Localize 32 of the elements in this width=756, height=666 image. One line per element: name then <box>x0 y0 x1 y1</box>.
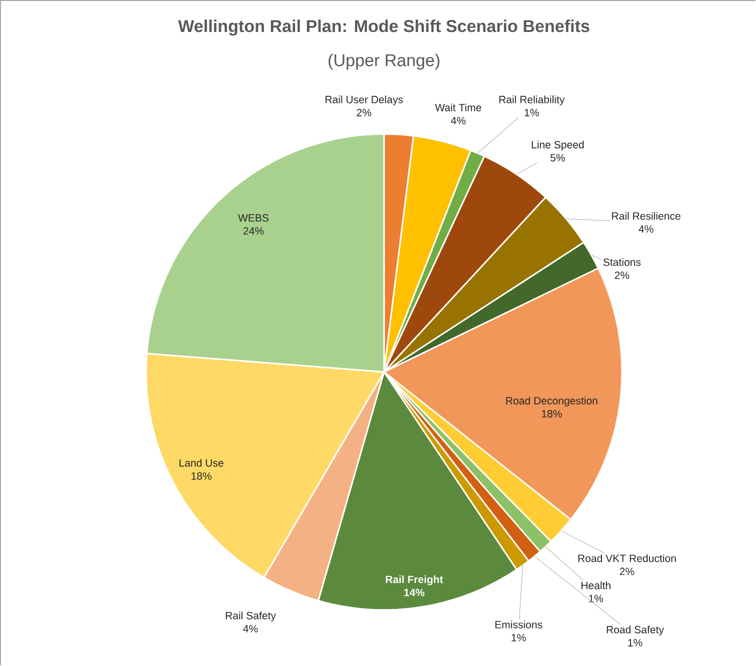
chart-subtitle: (Upper Range) <box>328 54 440 70</box>
slice-label: Stations <box>603 258 641 266</box>
slice-label: Rail User Delays <box>326 96 403 106</box>
data-label: 2% <box>614 272 630 280</box>
slice-label: Rail Resilience <box>612 212 680 220</box>
slice-label: Line Speed <box>532 140 584 151</box>
data-label: 14% <box>404 588 424 596</box>
data-label: 4% <box>450 117 466 125</box>
data-label: 2% <box>356 109 372 116</box>
data-label: 1% <box>628 639 642 647</box>
slice-label: Rail Freight <box>386 576 444 586</box>
data-label: 1% <box>512 634 526 642</box>
slice-label: Emissions <box>495 620 542 629</box>
slice-label: Road Safety <box>606 626 664 636</box>
slice-label: Rail Safety <box>226 612 276 622</box>
data-label: 24% <box>243 227 264 235</box>
data-label: 18% <box>192 472 212 480</box>
slice-label: Rail Reliability <box>499 96 565 106</box>
slice-label: Land Use <box>180 459 224 467</box>
data-label: 5% <box>550 154 565 162</box>
data-label: 4% <box>243 625 258 633</box>
slice-label: Wait Time <box>435 104 482 112</box>
chart-title: Wellington Rail Plan: Mode Shift Scenario Benefits <box>178 20 590 36</box>
data-label: 1% <box>524 109 539 116</box>
slice-label: Health <box>581 582 610 590</box>
slice-label: WEBS <box>238 214 269 222</box>
slice-label: Road VKT Reduction <box>578 554 676 562</box>
data-label: 2% <box>620 568 634 576</box>
data-label: 1% <box>589 595 604 602</box>
data-label: 18% <box>542 410 562 418</box>
data-label: 4% <box>638 226 654 233</box>
slice-label: Road Decongestion <box>506 396 598 407</box>
